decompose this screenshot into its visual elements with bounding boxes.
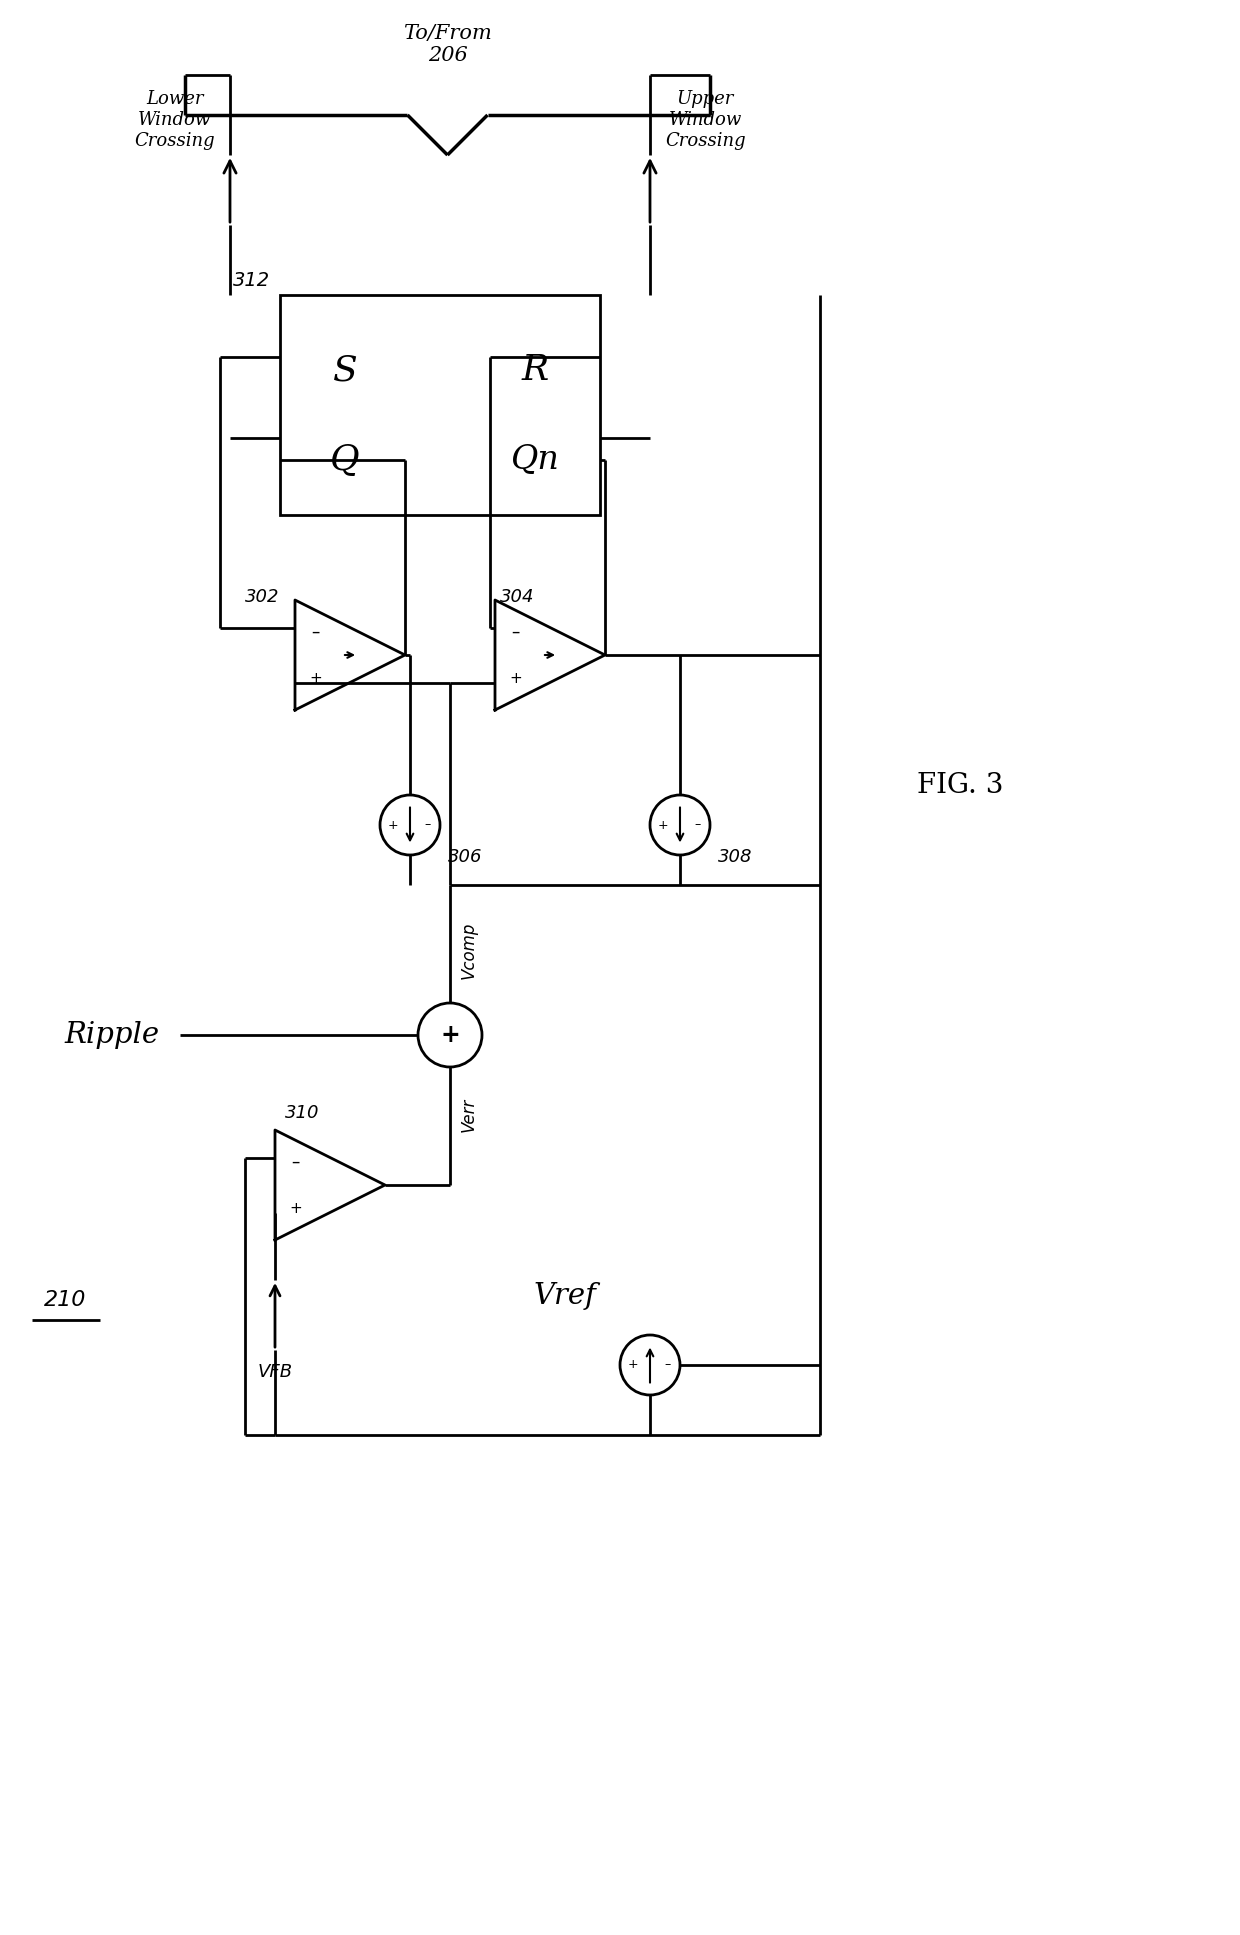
- Text: Ripple: Ripple: [64, 1022, 160, 1049]
- Text: 308: 308: [718, 848, 753, 867]
- Text: Vref: Vref: [533, 1283, 596, 1310]
- Text: FIG. 3: FIG. 3: [916, 772, 1003, 799]
- Text: 310: 310: [285, 1105, 320, 1122]
- Text: Vcomp: Vcomp: [460, 921, 477, 979]
- Text: To/From
206: To/From 206: [403, 23, 492, 66]
- Text: +: +: [657, 819, 668, 832]
- Text: Q: Q: [330, 443, 360, 478]
- Text: Verr: Verr: [460, 1097, 477, 1132]
- Text: –: –: [311, 623, 320, 640]
- Text: VFB: VFB: [258, 1362, 293, 1382]
- Text: –: –: [512, 623, 520, 640]
- Text: R: R: [521, 352, 548, 387]
- Text: 304: 304: [500, 588, 534, 606]
- Text: 302: 302: [246, 588, 279, 606]
- Text: S: S: [332, 352, 357, 387]
- Text: +: +: [310, 671, 322, 685]
- Text: +: +: [387, 819, 398, 832]
- Text: 312: 312: [233, 271, 270, 290]
- Text: –: –: [424, 819, 430, 832]
- Text: Lower
Window
Crossing: Lower Window Crossing: [134, 91, 215, 151]
- Text: Upper
Window
Crossing: Upper Window Crossing: [665, 91, 745, 151]
- Text: +: +: [627, 1358, 637, 1372]
- Text: 306: 306: [448, 848, 482, 867]
- Text: +: +: [289, 1200, 303, 1215]
- Text: –: –: [665, 1358, 671, 1372]
- Text: –: –: [291, 1153, 300, 1171]
- Text: +: +: [510, 671, 522, 685]
- Text: Qn: Qn: [511, 443, 559, 476]
- Text: +: +: [440, 1024, 460, 1047]
- FancyBboxPatch shape: [280, 294, 600, 515]
- Text: –: –: [694, 819, 701, 832]
- Text: 210: 210: [43, 1291, 87, 1310]
